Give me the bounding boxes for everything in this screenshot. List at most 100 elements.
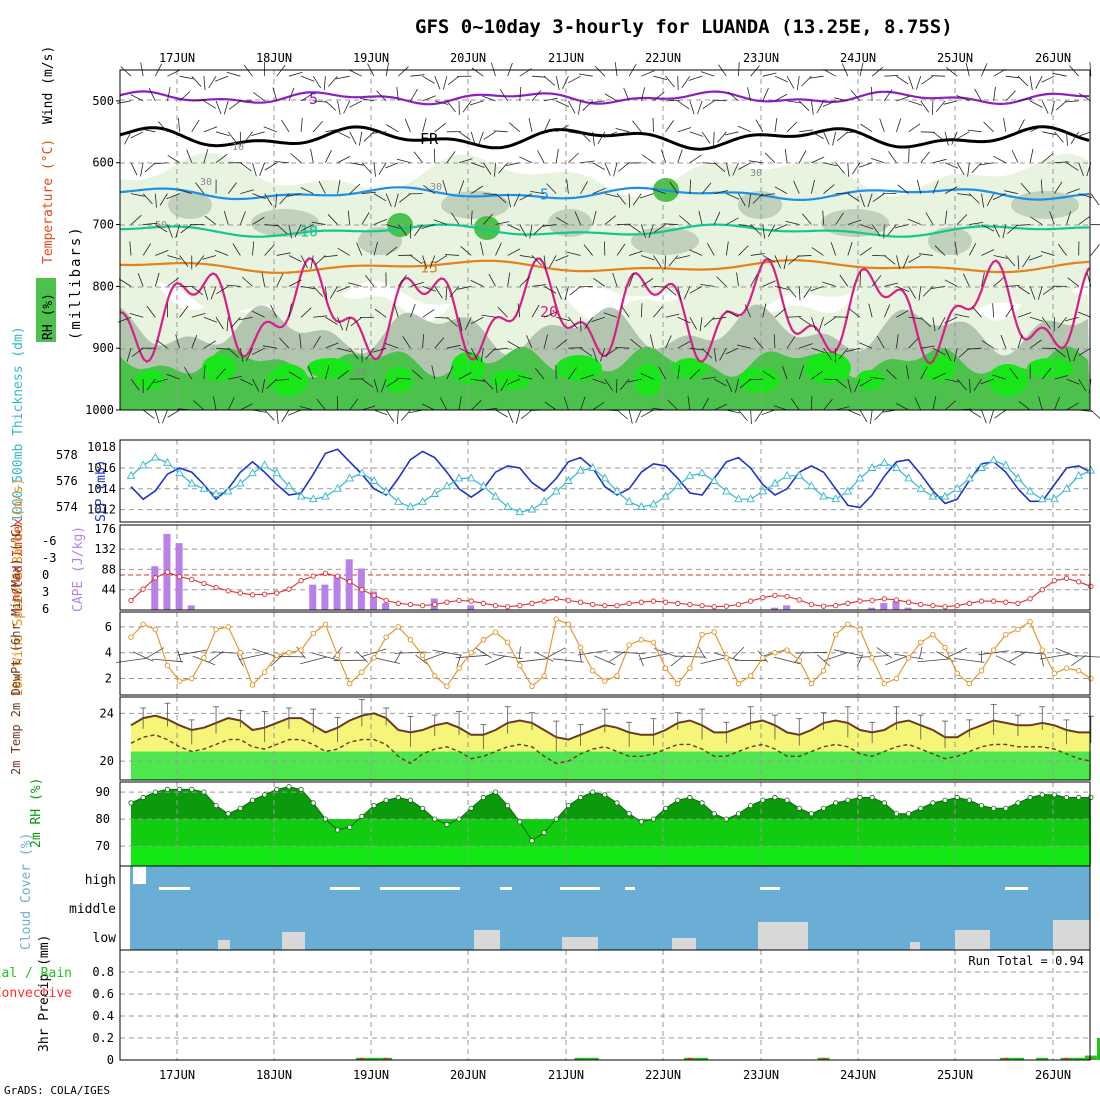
- lifted-index-point: [176, 574, 183, 580]
- wind-barb: [500, 378, 508, 392]
- wind-barb: [1029, 286, 1036, 300]
- wind-barb: [318, 181, 326, 194]
- wind-barb: [483, 162, 492, 175]
- lifted-index-point: [590, 601, 596, 608]
- wind-barb: [195, 182, 205, 194]
- wind-barb: [925, 212, 934, 225]
- wind-barb: [470, 316, 484, 325]
- thickness-point: [673, 481, 683, 490]
- ylabel-wind: Wind (m/s): [41, 46, 56, 124]
- rh-patch-bright: [556, 355, 602, 381]
- wind-barb: [986, 193, 995, 207]
- wind-barb: [774, 285, 789, 290]
- wind-barb: [1049, 211, 1055, 225]
- wind-barb: [274, 378, 289, 381]
- cape-bar: [151, 566, 159, 610]
- wind-barb: [1054, 131, 1064, 143]
- wind-barb: [712, 99, 727, 102]
- x-tick-label-top: 17JUN: [159, 51, 195, 65]
- wind-barb: [361, 162, 372, 174]
- cape-tick-label: 132: [94, 542, 116, 556]
- wind-barb: [413, 151, 423, 163]
- wind-speed-point: [978, 668, 985, 674]
- ylabel-temperature: Temperature (°C): [41, 139, 56, 264]
- wind-barb: [993, 255, 1008, 259]
- thickness-point: [977, 463, 986, 471]
- wind-barb: [992, 303, 995, 318]
- wind-barb-10m: [456, 654, 462, 667]
- wind-barb: [228, 100, 241, 110]
- wind-barb: [223, 100, 229, 115]
- wind-barb: [992, 193, 1006, 200]
- wind-barb: [300, 75, 315, 82]
- wind-barb: [689, 100, 695, 115]
- wind-barb: [279, 193, 290, 205]
- wind-barb: [240, 378, 254, 386]
- wind-barb: [555, 339, 568, 349]
- lifted-index-point: [723, 603, 729, 609]
- wind-barb: [725, 162, 730, 177]
- lifted-index-point: [383, 597, 389, 604]
- cloud-low-bar: [910, 942, 920, 950]
- wind-barb: [931, 285, 946, 289]
- x-tick-label-bottom: 22JUN: [645, 1068, 681, 1082]
- wind-barb: [916, 76, 922, 90]
- wind-barb: [750, 409, 752, 425]
- wind-barb: [689, 347, 704, 351]
- wind-barb-10m: [673, 655, 706, 658]
- wind-speed-point: [869, 655, 875, 661]
- wind-barb: [823, 69, 836, 77]
- wind-barb: [313, 315, 328, 318]
- wind-barb: [787, 100, 802, 104]
- wind-barb: [725, 378, 733, 393]
- wind-barb: [687, 396, 691, 411]
- wind-barb: [373, 378, 379, 393]
- wind-barb: [495, 193, 507, 204]
- wind-barb: [580, 374, 595, 380]
- wind-barb: [146, 378, 156, 391]
- rh2m-point: [432, 816, 438, 822]
- wind-barb: [574, 211, 581, 225]
- wind-barb: [614, 62, 618, 77]
- wind-barb: [494, 162, 496, 177]
- wind-barb: [312, 335, 321, 349]
- wind-barb: [421, 403, 435, 411]
- rh2m-point: [1076, 794, 1082, 801]
- rh2m-point: [249, 797, 256, 803]
- wind-barb: [495, 409, 508, 418]
- wind-barb: [1042, 131, 1056, 136]
- wind-barb: [967, 347, 982, 350]
- wind-barb: [697, 100, 703, 115]
- wind-barb: [802, 213, 812, 225]
- wind-barb: [846, 347, 861, 352]
- wind-speed-point: [298, 647, 304, 653]
- wind-barb: [240, 162, 252, 172]
- rh2m-point: [492, 789, 499, 795]
- rh2m-point: [468, 805, 474, 811]
- wind-barb: [457, 285, 472, 290]
- wind-barb: [835, 406, 850, 411]
- wind-barb: [446, 344, 461, 349]
- wind-barb: [956, 214, 968, 225]
- wind-barb: [446, 151, 456, 163]
- wind-barb: [568, 131, 583, 135]
- wind-barb: [300, 93, 314, 102]
- rh2m-point: [347, 824, 353, 830]
- rh2m-point: [796, 805, 802, 811]
- ylabel-thickness: 1000-500mb Thickness (dm): [11, 326, 26, 522]
- wind-speed-point: [832, 631, 839, 638]
- lifted-index-point: [468, 598, 474, 604]
- wind-barb: [1041, 75, 1055, 83]
- wind-speed-point: [796, 657, 803, 664]
- wind-barb: [252, 216, 265, 225]
- thickness-point: [163, 457, 172, 466]
- x-tick-label-bottom: 26JUN: [1035, 1068, 1071, 1082]
- wind-barb: [635, 409, 642, 423]
- wind-barb: [648, 224, 654, 238]
- wind-barb: [969, 222, 984, 225]
- wind-barb-10m: [1074, 655, 1100, 658]
- wind-barb: [470, 210, 473, 225]
- wind-barb: [850, 89, 861, 102]
- thickness-point: [126, 470, 136, 479]
- wind-barb: [451, 212, 460, 225]
